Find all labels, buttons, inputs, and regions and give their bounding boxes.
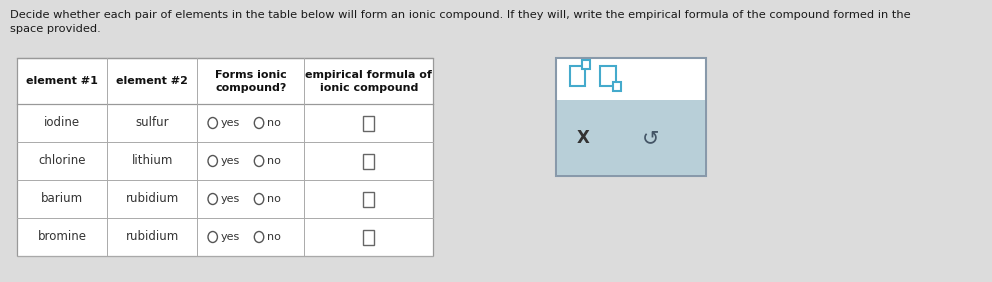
Bar (363, 116, 374, 131)
Text: yes: yes (220, 194, 240, 204)
Text: lithium: lithium (132, 155, 173, 168)
Text: no: no (267, 194, 281, 204)
Bar (613, 82, 621, 91)
Circle shape (254, 155, 264, 166)
Text: yes: yes (220, 232, 240, 242)
Text: no: no (267, 232, 281, 242)
Circle shape (254, 118, 264, 129)
Text: chlorine: chlorine (39, 155, 86, 168)
Text: empirical formula of: empirical formula of (306, 70, 433, 80)
Bar (17, 58, 434, 256)
Text: ↺: ↺ (642, 128, 659, 148)
Circle shape (208, 118, 217, 129)
Text: element #1: element #1 (26, 76, 98, 86)
Bar (363, 153, 374, 169)
Text: compound?: compound? (215, 83, 287, 93)
Text: barium: barium (41, 193, 83, 206)
Bar (363, 191, 374, 206)
Text: bromine: bromine (38, 230, 86, 243)
Text: element #2: element #2 (116, 76, 188, 86)
Text: ionic compound: ionic compound (319, 83, 418, 93)
Circle shape (254, 193, 264, 204)
Bar (569, 66, 585, 86)
Bar (363, 230, 374, 244)
Bar (600, 66, 616, 86)
Bar (582, 60, 590, 69)
Text: Forms ionic: Forms ionic (215, 70, 287, 80)
Circle shape (208, 155, 217, 166)
Bar (557, 100, 705, 175)
Circle shape (208, 193, 217, 204)
Text: X: X (576, 129, 589, 147)
Text: yes: yes (220, 156, 240, 166)
Text: yes: yes (220, 118, 240, 128)
Text: rubidium: rubidium (126, 230, 179, 243)
Text: sulfur: sulfur (136, 116, 169, 129)
Text: Decide whether each pair of elements in the table below will form an ionic compo: Decide whether each pair of elements in … (10, 10, 911, 20)
Circle shape (254, 232, 264, 243)
Text: no: no (267, 156, 281, 166)
Circle shape (208, 232, 217, 243)
Text: iodine: iodine (44, 116, 80, 129)
Text: space provided.: space provided. (10, 24, 101, 34)
Bar (556, 58, 706, 176)
Text: rubidium: rubidium (126, 193, 179, 206)
Text: no: no (267, 118, 281, 128)
